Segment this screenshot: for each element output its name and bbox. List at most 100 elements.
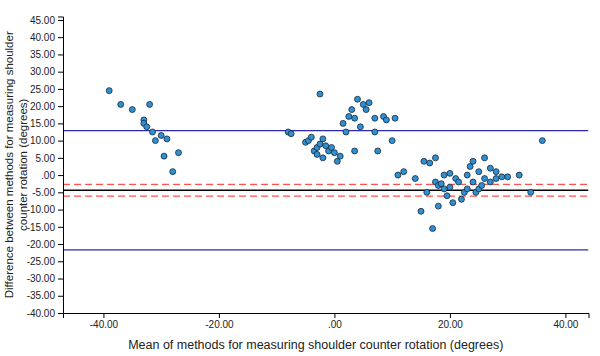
tick-label: 20.00: [438, 319, 463, 330]
tick: -35.00: [27, 290, 63, 301]
tick-label: -35.00: [27, 290, 56, 301]
tick: 20.00: [30, 101, 63, 112]
tick-mark: [58, 261, 63, 262]
y-axis-title: counter rotation (degrees): [17, 98, 29, 230]
tick-mark: [58, 72, 63, 73]
tick: 25.00: [30, 84, 63, 95]
point: [357, 124, 363, 130]
point: [158, 132, 164, 138]
point: [499, 174, 505, 180]
tick-label: -5.00: [32, 187, 55, 198]
point: [493, 176, 499, 182]
point: [424, 189, 430, 195]
point: [487, 165, 493, 171]
tick-label: -25.00: [27, 256, 56, 267]
point: [482, 155, 488, 161]
tick-mark: [58, 89, 63, 90]
plot-area: [63, 88, 589, 250]
tick-mark: [334, 313, 335, 318]
tick-mark: [58, 20, 63, 21]
tick: -40.00: [27, 308, 63, 319]
tick-mark: [58, 54, 63, 55]
tick-label: .00: [41, 170, 55, 181]
point: [288, 131, 294, 137]
point: [363, 107, 369, 113]
tick: -20.00: [205, 313, 234, 330]
tick-label: 45.00: [30, 15, 55, 26]
point: [349, 107, 355, 113]
tick: -5.00: [32, 187, 63, 198]
tick: 40.00: [30, 32, 63, 43]
point: [355, 96, 361, 102]
tick-mark: [58, 106, 63, 107]
tick: 45.00: [30, 15, 63, 26]
tick-mark: [58, 244, 63, 245]
point: [487, 179, 493, 185]
point: [516, 172, 522, 178]
tick: 5.00: [36, 153, 63, 164]
reference-line: [63, 195, 589, 196]
point: [444, 193, 450, 199]
tick-label: 10.00: [30, 135, 55, 146]
reference-line: [63, 184, 589, 185]
point: [164, 136, 170, 142]
point: [470, 179, 476, 185]
point: [320, 155, 326, 161]
tick-mark: [58, 175, 63, 176]
tick: 15.00: [30, 118, 63, 129]
tick: 40.00: [553, 313, 578, 330]
point: [161, 153, 167, 159]
tick: .00: [328, 313, 342, 330]
point: [482, 176, 488, 182]
tick-label: 5.00: [36, 153, 56, 164]
tick: -10.00: [27, 204, 63, 215]
tick-mark: [58, 227, 63, 228]
point: [176, 150, 182, 156]
tick-mark: [565, 313, 566, 318]
x-axis-title: Mean of methods for measuring shoulder c…: [128, 338, 503, 352]
tick-mark: [103, 313, 104, 318]
tick-mark: [58, 141, 63, 142]
point: [447, 170, 453, 176]
point: [401, 169, 407, 175]
reference-line: [63, 190, 589, 191]
point: [352, 115, 358, 121]
point: [150, 129, 156, 135]
point: [450, 200, 456, 206]
point: [366, 100, 372, 106]
point: [331, 150, 337, 156]
point: [479, 182, 485, 188]
point: [352, 148, 358, 154]
point: [147, 101, 153, 107]
tick-mark: [450, 313, 451, 318]
point: [106, 88, 112, 94]
point: [528, 189, 534, 195]
tick: 35.00: [30, 49, 63, 60]
point: [427, 160, 433, 166]
tick: 10.00: [30, 135, 63, 146]
tick-label: 35.00: [30, 49, 55, 60]
point: [392, 115, 398, 121]
y-axis-title: Difference between methods for measuring…: [3, 31, 15, 298]
tick-label: 15.00: [30, 118, 55, 129]
point: [314, 151, 320, 157]
point: [118, 101, 124, 107]
point: [170, 169, 176, 175]
point: [458, 196, 464, 202]
point: [372, 115, 378, 121]
point: [447, 184, 453, 190]
axis-line: [64, 314, 590, 319]
point: [441, 186, 447, 192]
tick-mark: [58, 37, 63, 38]
tick: -20.00: [27, 239, 63, 250]
point: [421, 158, 427, 164]
point: [389, 138, 395, 144]
tick-label: 20.00: [30, 101, 55, 112]
point: [505, 174, 511, 180]
tick-label: 25.00: [30, 84, 55, 95]
axis-line: [58, 17, 64, 314]
tick-label: -40.00: [27, 308, 56, 319]
point: [464, 186, 470, 192]
point: [470, 158, 476, 164]
point: [375, 148, 381, 154]
